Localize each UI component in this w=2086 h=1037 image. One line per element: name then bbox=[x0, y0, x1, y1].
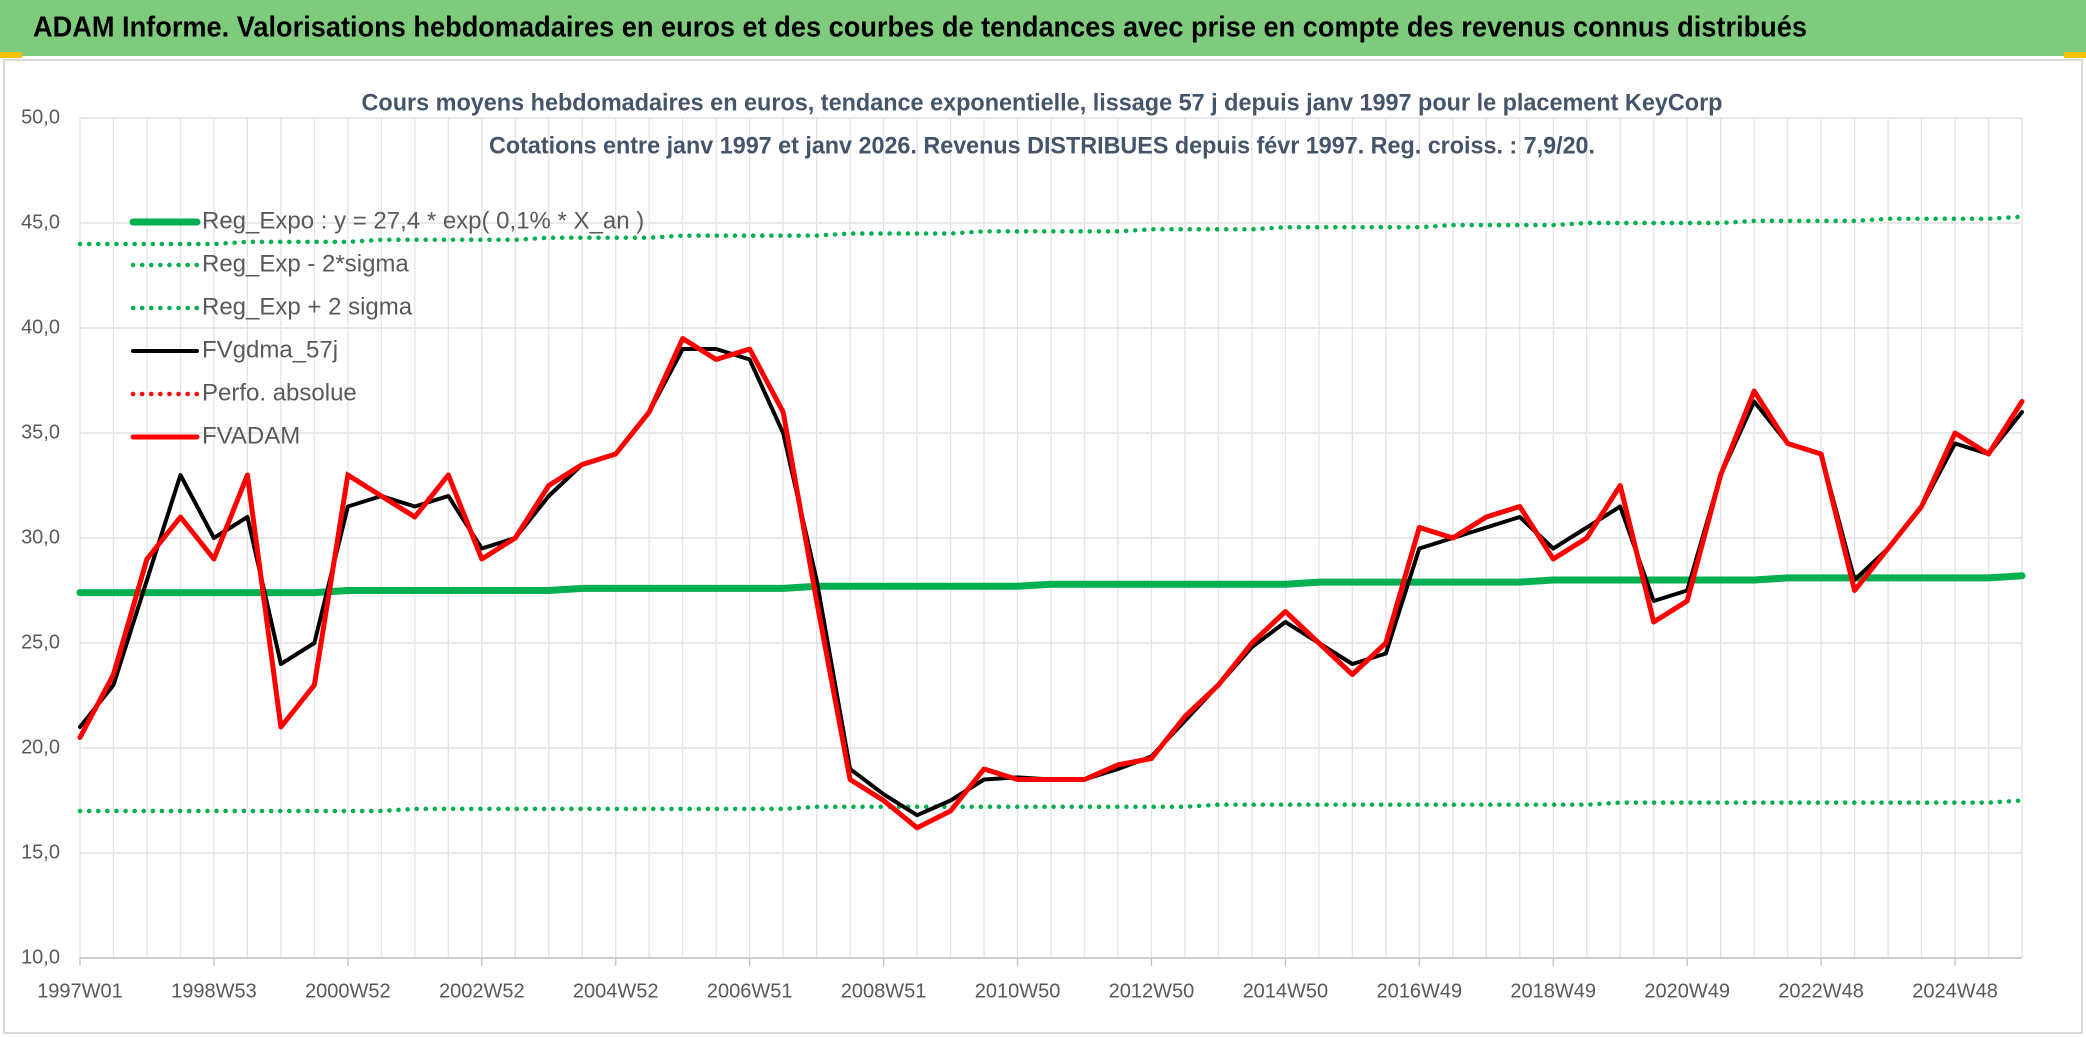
legend-label: Perfo. absolue bbox=[202, 379, 357, 406]
legend: Reg_Expo : y = 27,4 * exp( 0,1% * X_an )… bbox=[129, 207, 644, 449]
y-tick-label: 50,0 bbox=[21, 106, 60, 128]
series-line bbox=[76, 572, 2026, 597]
y-tick-label: 45,0 bbox=[21, 211, 60, 233]
legend-label: Reg_Expo : y = 27,4 * exp( 0,1% * X_an ) bbox=[202, 207, 644, 234]
grid: 10,0 15,0 20,0 25,0 30,0 35,0 40,0 45,0 50,0 1997… bbox=[21, 106, 2023, 1002]
series-lines bbox=[76, 214, 2026, 831]
header-title: ADAM Informe. Valorisations hebdomadaire… bbox=[33, 12, 1807, 44]
x-tick-label: 2014W50 bbox=[1243, 980, 1329, 1002]
y-tick-label: 25,0 bbox=[21, 631, 60, 653]
y-tick-label: 10,0 bbox=[21, 946, 60, 968]
y-tick-label: 20,0 bbox=[21, 736, 60, 758]
x-tick-label: 2006W51 bbox=[707, 980, 793, 1002]
chart-title: Cours moyens hebdomadaires en euros, ten… bbox=[362, 89, 1723, 116]
header-bar bbox=[0, 0, 2086, 56]
series-line bbox=[77, 336, 2025, 831]
chart-subtitle: Cotations entre janv 1997 et janv 2026. … bbox=[489, 132, 1595, 159]
x-tick-label: 2020W49 bbox=[1644, 980, 1730, 1002]
x-tick-label: 2008W51 bbox=[841, 980, 927, 1002]
x-tick-label: 2004W52 bbox=[573, 980, 659, 1002]
y-tick-label: 15,0 bbox=[21, 841, 60, 863]
x-tick-label: 2016W49 bbox=[1376, 980, 1462, 1002]
series-line bbox=[77, 798, 2025, 814]
x-tick-label: 2002W52 bbox=[439, 980, 525, 1002]
legend-label: FVgdma_57j bbox=[202, 336, 338, 363]
x-tick-label: 2010W50 bbox=[975, 980, 1061, 1002]
chart-frame bbox=[3, 59, 2083, 1034]
x-tick-label: 2018W49 bbox=[1510, 980, 1596, 1002]
x-tick-label: 1997W01 bbox=[37, 980, 123, 1002]
y-tick-label: 40,0 bbox=[21, 316, 60, 338]
x-tick-label: 2022W48 bbox=[1778, 980, 1864, 1002]
y-tick-label: 30,0 bbox=[21, 526, 60, 548]
legend-label: Reg_Exp + 2 sigma bbox=[202, 293, 413, 320]
x-tick-label: 2000W52 bbox=[305, 980, 391, 1002]
legend-label: FVADAM bbox=[202, 422, 300, 449]
x-tick-label: 2012W50 bbox=[1109, 980, 1195, 1002]
legend-label: Reg_Exp - 2*sigma bbox=[202, 250, 409, 277]
corner-mark bbox=[0, 52, 22, 58]
corner-mark bbox=[2064, 52, 2086, 58]
y-tick-label: 35,0 bbox=[21, 421, 60, 443]
series-line bbox=[77, 214, 2025, 247]
x-tick-label: 2024W48 bbox=[1912, 980, 1998, 1002]
x-tick-label: 1998W53 bbox=[171, 980, 257, 1002]
